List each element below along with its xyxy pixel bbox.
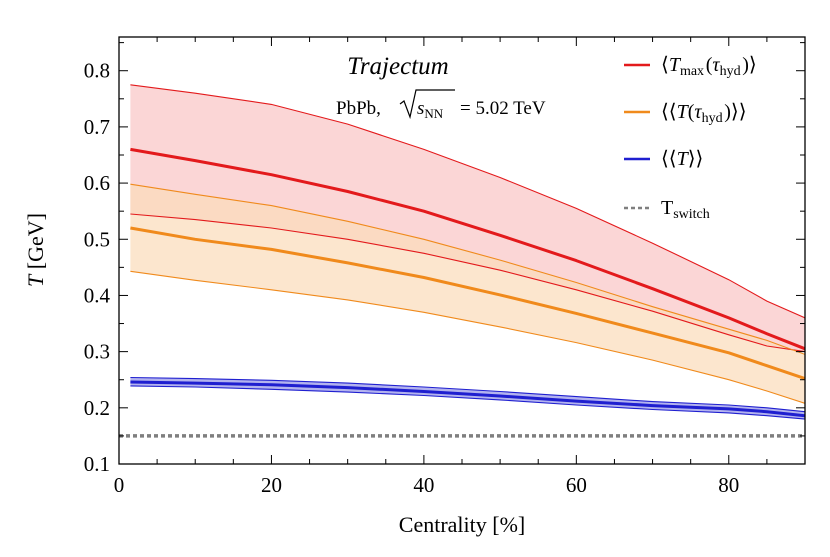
- y-tick-label: 0.5: [84, 227, 110, 251]
- legend: ⟨Tmax (τhyd )⟩ ⟨⟨T(τhyd )⟩⟩ ⟨⟨T⟩⟩ Tswitch: [624, 54, 757, 222]
- y-tick-label: 0.6: [84, 171, 110, 195]
- x-tick-label: 40: [413, 473, 434, 497]
- legend-label-tswitch: Tswitch: [661, 197, 710, 222]
- x-tick-label: 60: [566, 473, 587, 497]
- band-lower-t-avg: [130, 385, 805, 420]
- energy-var: s: [417, 98, 424, 119]
- line-t-tau-hyd-: [130, 226, 805, 381]
- band-t-avg: [130, 377, 805, 420]
- confidence-bands: [130, 84, 805, 420]
- y-tick-label: 0.7: [84, 115, 110, 139]
- x-axis-title: Centrality [%]: [399, 512, 525, 537]
- y-tick-label: 0.1: [84, 452, 110, 476]
- y-axis-ticks: 0.1 0.2 0.3 0.4 0.5 0.6 0.7 0.8: [84, 42, 805, 476]
- series-lines: [130, 147, 805, 418]
- chart-subtitle: PbPb, sNN = 5.02 TeV: [336, 89, 546, 121]
- band-lower-t-tau-hyd-: [130, 270, 805, 404]
- band-t-tau-hyd-: [130, 184, 805, 404]
- y-tick-label: 0.3: [84, 340, 110, 364]
- sqrt-symbol: [399, 89, 455, 120]
- subtitle-energy: sNN: [417, 98, 444, 121]
- x-tick-label: 0: [114, 473, 125, 497]
- chart-title: Trajectum: [347, 53, 448, 80]
- line-t-avg: [130, 380, 805, 418]
- subtitle-energy-value: = 5.02 TeV: [460, 98, 546, 119]
- band-upper-t-tau-hyd-: [130, 183, 805, 355]
- y-axis-title: T [GeV]: [23, 213, 48, 287]
- energy-sub: NN: [424, 106, 443, 121]
- legend-label-1: ⟨⟨T(τhyd )⟩⟩: [661, 101, 747, 126]
- x-tick-label: 20: [261, 473, 282, 497]
- band-edges: [130, 84, 805, 420]
- band-lower-tmax: [130, 213, 805, 353]
- band-upper-t-avg: [130, 376, 805, 413]
- x-axis-ticks: 0 20 40 60 80: [114, 37, 806, 497]
- line-tmax: [130, 147, 805, 351]
- x-tick-label: 80: [718, 473, 739, 497]
- band-tmax: [130, 84, 805, 352]
- legend-label-0: ⟨Tmax (τhyd )⟩: [661, 54, 757, 79]
- y-tick-label: 0.8: [84, 59, 110, 83]
- y-tick-label: 0.4: [84, 283, 111, 307]
- subtitle-system: PbPb,: [336, 98, 381, 119]
- band-upper-tmax: [130, 84, 805, 319]
- y-tick-label: 0.2: [84, 396, 110, 420]
- legend-label-2: ⟨⟨T⟩⟩: [661, 148, 703, 170]
